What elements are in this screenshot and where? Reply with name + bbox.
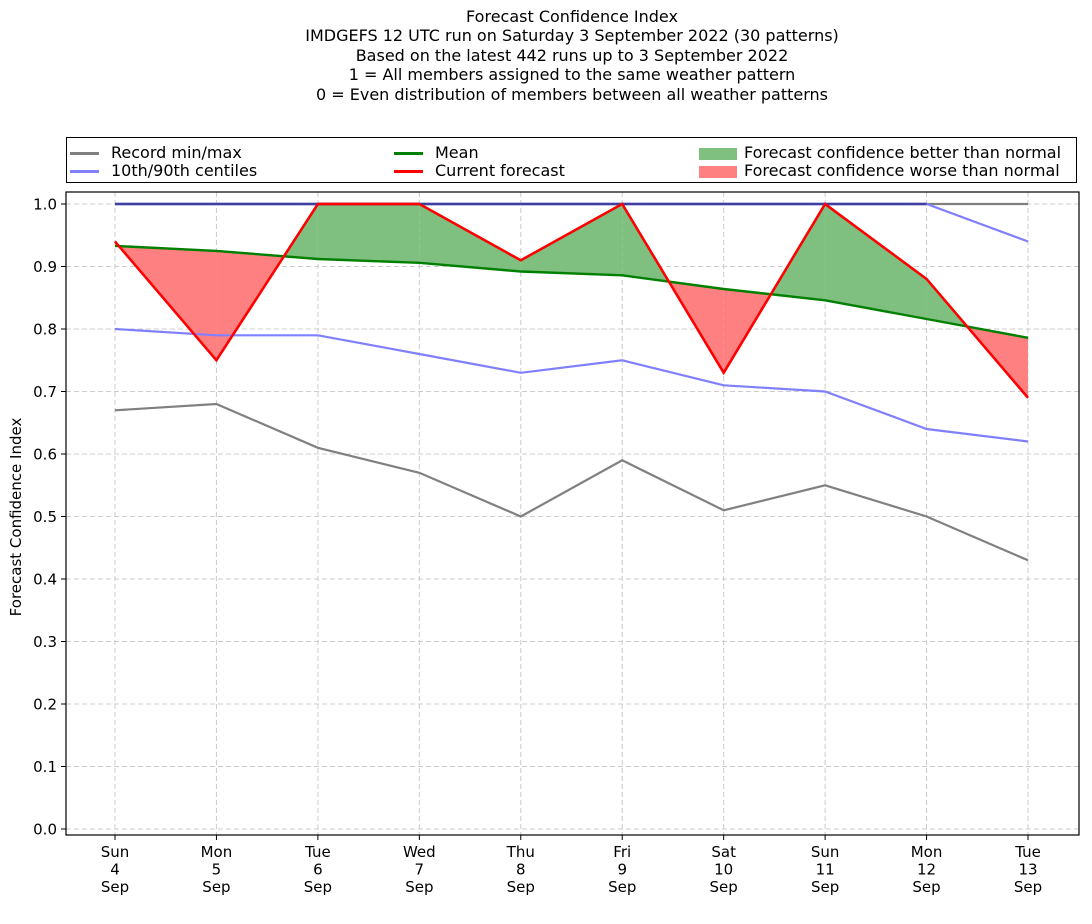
x-tick-label: Tue [304,843,331,861]
x-tick-label: Sep [811,878,839,896]
x-tick-label: Mon [911,843,943,861]
legend-swatch-mean [394,152,423,155]
legend-swatch-worse [699,166,737,178]
y-tick-label: 0.6 [33,446,57,464]
y-axis-label: Forecast Confidence Index [7,418,25,617]
y-tick-label: 0.8 [33,321,57,339]
x-tick-label: 4 [110,861,120,879]
x-tick-label: Fri [613,843,631,861]
legend-label-current: Current forecast [435,161,565,180]
legend-swatch-current [394,170,423,173]
legend-label-worse: Forecast confidence worse than normal [744,161,1060,180]
x-tick-label: Sep [101,878,129,896]
x-tick-label: Sep [405,878,433,896]
series-line-10th-centile [114,327,1029,443]
chart-subtitle-4: 0 = Even distribution of members between… [315,84,829,104]
series-line-current-forecast-top [114,202,1029,399]
y-tick-label: 0.7 [33,383,57,401]
x-tick-label: Sep [304,878,332,896]
legend-swatch-better [699,148,737,160]
x-tick-label: 6 [313,861,323,879]
series-line-mean [114,244,1029,339]
y-tick-label: 1.0 [33,196,57,214]
x-tick-label: Sun [101,843,130,861]
x-tick-label: Wed [403,843,436,861]
plot-frame [65,191,1080,836]
legend-label-better: Forecast confidence better than normal [744,143,1062,162]
fill-better-than-normal [520,204,623,276]
x-tick-label: Sat [711,843,736,861]
line-layer [114,202,1029,562]
chart-subtitle-2: Based on the latest 442 runs up to 3 Sep… [355,45,789,65]
x-tick-label: Sep [710,878,738,896]
x-tick-label: 8 [516,861,526,879]
y-tick-label: 0.5 [33,508,57,526]
legend-label-record: Record min/max [111,143,242,162]
x-tick-label: 11 [816,861,835,879]
fill-better-than-normal [317,204,420,263]
x-tick-label: Sep [202,878,230,896]
y-tick-label: 0.1 [33,758,57,776]
chart-title-block: Forecast Confidence Index IMDGEFS 12 UTC… [0,7,1092,104]
x-tick-label: Sun [811,843,840,861]
y-tick-label: 0.4 [33,571,57,589]
legend-label-centiles: 10th/90th centiles [111,161,258,180]
x-tick-label: Sep [1014,878,1042,896]
x-tick-label: 9 [617,861,627,879]
legend-swatch-centiles [70,170,99,173]
fill-better-than-normal [419,204,521,272]
chart-legend: Record min/max 10th/90th centiles Mean C… [66,137,1077,183]
chart-title: Forecast Confidence Index [466,7,678,26]
x-tick-label: 12 [917,861,936,879]
x-tick-label: 10 [714,861,733,879]
legend-label-mean: Mean [435,143,479,162]
x-tick-label: Thu [506,843,535,861]
chart-subtitle-3: 1 = All members assigned to the same wea… [348,65,796,85]
y-tick-label: 0.2 [33,696,57,714]
legend-swatch-record [70,152,99,155]
x-tick-label: Tue [1014,843,1041,861]
x-tick-label: Mon [201,843,233,861]
x-axis: Sun4SepMon5SepTue6SepWed7SepThu8SepFri9S… [101,835,1042,896]
y-tick-label: 0.0 [33,821,57,839]
fill-better-than-normal [825,204,927,319]
y-tick-label: 0.3 [33,633,57,651]
x-tick-label: Sep [608,878,636,896]
y-axis: 0.0 0.1 0.2 0.3 0.4 0.5 0.6 0.7 0.8 0.9 1.0 [33,196,66,839]
y-tick-label: 0.9 [33,258,57,276]
series-line-record-min [114,402,1029,562]
x-tick-label: 7 [415,861,425,879]
x-tick-label: 13 [1018,861,1037,879]
x-tick-label: 5 [212,861,222,879]
chart-subtitle-1: IMDGEFS 12 UTC run on Saturday 3 Septemb… [305,26,839,46]
x-tick-label: Sep [507,878,535,896]
x-tick-label: Sep [912,878,940,896]
